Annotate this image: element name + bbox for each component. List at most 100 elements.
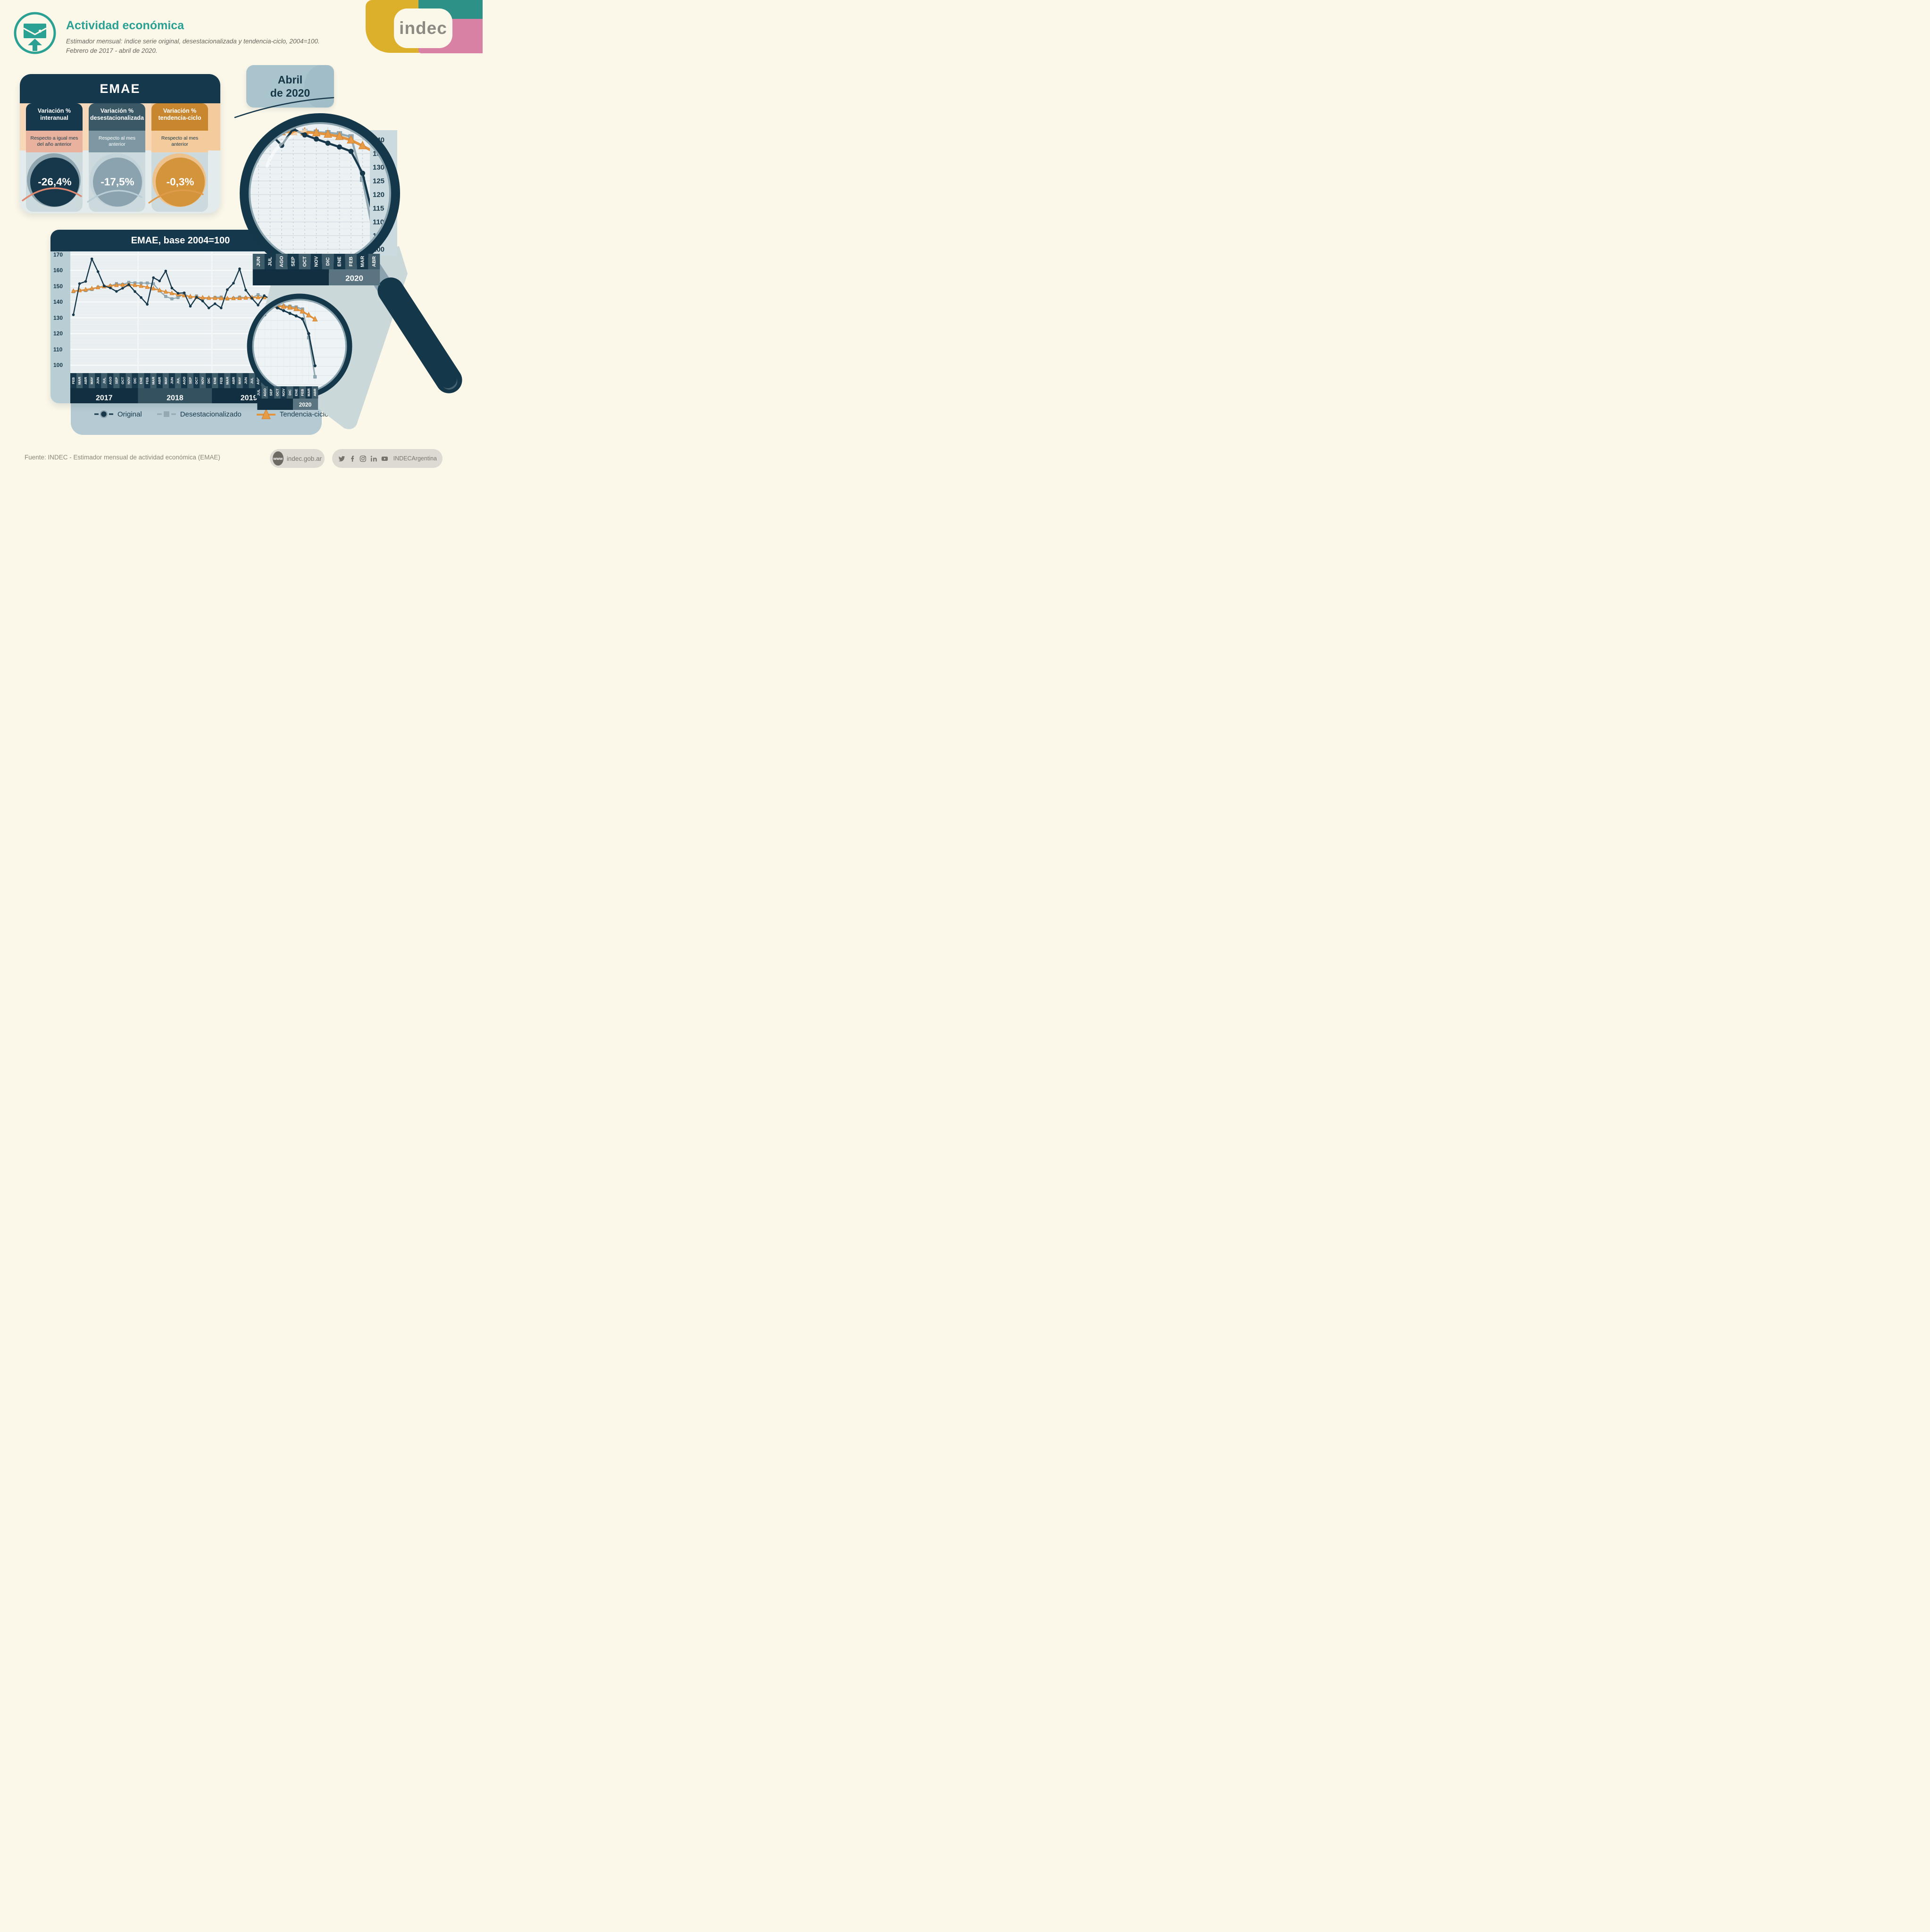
value-interanual: -26,4%	[30, 158, 79, 207]
emae-summary-card: EMAE Variación % interanual Respecto a i…	[20, 74, 220, 213]
svg-text:ABR: ABR	[371, 256, 377, 267]
svg-text:120: 120	[373, 191, 384, 199]
svg-text:AGO: AGO	[108, 376, 112, 384]
twitter-icon[interactable]	[338, 454, 346, 463]
y-tick: 140	[53, 299, 63, 306]
svg-text:MAR: MAR	[225, 376, 229, 384]
y-tick: 130	[53, 314, 63, 321]
indec-logo: indec	[366, 0, 483, 54]
svg-text:2020: 2020	[345, 274, 363, 283]
column-description: Respecto al mes anterior	[151, 131, 208, 152]
legend-label: Original	[117, 410, 142, 418]
y-tick: 150	[53, 283, 63, 290]
column-header: Variación % desestacionalizada	[89, 103, 145, 131]
svg-text:ABR: ABR	[158, 376, 162, 384]
svg-text:SEP: SEP	[114, 377, 118, 384]
svg-text:DIC: DIC	[133, 377, 137, 383]
svg-text:DIC: DIC	[325, 257, 331, 266]
linkedin-icon[interactable]	[370, 454, 378, 463]
svg-text:2018: 2018	[167, 394, 184, 402]
svg-text:JUN: JUN	[256, 257, 261, 266]
value-circle-interanual: -26,4%	[27, 153, 81, 207]
svg-text:NOV: NOV	[314, 256, 319, 267]
svg-text:NOV: NOV	[282, 389, 286, 396]
svg-text:ABR: ABR	[231, 376, 235, 384]
svg-text:OCT: OCT	[302, 256, 308, 267]
small-magnifier-lens: JUL AGO SEP OCT NOV DIC ENE FEB MAR ABR 2020	[247, 293, 352, 414]
svg-text:ENE: ENE	[294, 389, 298, 396]
svg-text:JUN: JUN	[170, 377, 174, 384]
svg-text:2020: 2020	[299, 401, 312, 408]
website-pill[interactable]: www indec.gob.ar	[270, 449, 325, 468]
value-circle-tendencia: -0,3%	[152, 153, 206, 207]
svg-text:FEB: FEB	[71, 377, 75, 384]
svg-text:SEP: SEP	[188, 377, 192, 384]
y-tick: 100	[53, 362, 63, 369]
svg-text:ABR: ABR	[313, 388, 317, 396]
svg-text:FEB: FEB	[219, 377, 223, 384]
svg-text:AGO: AGO	[263, 388, 267, 396]
big-magnifier-lens: 140 135 130 125 120 115 110 105 100 JUN JUL AGO SEP O…	[240, 113, 400, 291]
page-subtitle: Estimador mensual: índice serie original…	[66, 37, 320, 56]
svg-text:DIC: DIC	[207, 377, 211, 383]
facebook-icon[interactable]	[349, 454, 357, 463]
svg-text:110: 110	[373, 218, 384, 226]
svg-text:JUN: JUN	[96, 377, 100, 384]
subtitle-line-1: Estimador mensual: índice serie original…	[66, 38, 320, 45]
column-header-line2: desestacionalizada	[90, 114, 144, 121]
svg-text:NOV: NOV	[126, 377, 131, 384]
svg-text:MAR: MAR	[360, 256, 366, 267]
svg-text:OCT: OCT	[120, 377, 125, 384]
svg-text:ABR: ABR	[84, 376, 88, 384]
svg-text:JUL: JUL	[257, 389, 261, 396]
value-circle-desestacionalizada: -17,5%	[90, 153, 143, 207]
column-header-line1: Variación %	[37, 108, 71, 114]
column-header-line1: Variación %	[163, 108, 197, 114]
y-tick: 110	[53, 346, 63, 353]
column-description: Respecto al mes anterior	[89, 131, 145, 152]
website-url[interactable]: indec.gob.ar	[286, 455, 322, 462]
svg-text:NOV: NOV	[201, 377, 205, 384]
y-tick: 170	[53, 251, 63, 258]
svg-text:2017: 2017	[96, 394, 113, 402]
period-badge: Abril de 2020	[246, 65, 334, 108]
value-desestacionalizada: -17,5%	[93, 158, 142, 207]
svg-text:FEB: FEB	[301, 389, 305, 396]
column-header-line2: interanual	[40, 114, 68, 121]
source-note: Fuente: INDEC - Estimador mensual de act…	[25, 454, 220, 461]
period-badge-line2: de 2020	[270, 87, 310, 99]
y-tick: 160	[53, 267, 63, 274]
original-marker-icon	[94, 410, 113, 418]
www-icon: www	[273, 451, 284, 466]
instagram-icon[interactable]	[359, 454, 367, 463]
emae-card-title: EMAE	[20, 74, 220, 103]
column-header-line1: Variación %	[100, 108, 134, 114]
svg-text:ENE: ENE	[139, 377, 143, 384]
youtube-icon[interactable]	[381, 454, 389, 463]
svg-text:ENE: ENE	[213, 377, 217, 384]
svg-text:MAR: MAR	[307, 388, 311, 397]
svg-text:JUL: JUL	[176, 377, 180, 384]
svg-text:SEP: SEP	[291, 257, 296, 266]
svg-text:JUL: JUL	[102, 377, 106, 384]
economic-activity-icon	[14, 12, 56, 54]
social-handle[interactable]: INDECArgentina	[393, 455, 437, 462]
legend-label: Desestacionalizado	[180, 410, 242, 418]
legend-item-original: Original	[94, 410, 142, 418]
column-header: Variación % interanual	[26, 103, 83, 131]
svg-text:125: 125	[373, 177, 384, 185]
magnifier-handle	[372, 272, 468, 399]
logo-wordmark: indec	[394, 8, 452, 48]
svg-text:SEP: SEP	[269, 389, 273, 396]
svg-text:AGO: AGO	[182, 376, 186, 384]
column-description: Respecto a igual mes del año anterior	[26, 131, 83, 152]
svg-text:MAR: MAR	[151, 376, 156, 384]
y-axis-band	[50, 251, 70, 403]
svg-text:OCT: OCT	[275, 389, 279, 396]
svg-text:115: 115	[373, 205, 384, 213]
subtitle-line-2: Febrero de 2017 - abril de 2020.	[66, 47, 158, 55]
social-pill[interactable]: INDECArgentina	[332, 449, 443, 468]
svg-text:JUL: JUL	[267, 257, 273, 266]
